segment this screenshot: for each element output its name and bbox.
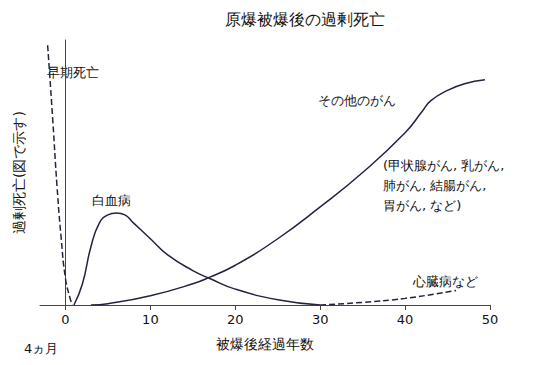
svg-text:早期死亡: 早期死亡	[47, 65, 99, 80]
svg-text:10: 10	[142, 312, 159, 327]
svg-text:原爆被爆後の過剰死亡: 原爆被爆後の過剰死亡	[225, 10, 385, 29]
svg-text:4ヵ月: 4ヵ月	[24, 341, 58, 356]
svg-text:0: 0	[61, 312, 69, 327]
svg-text:胃がん, など): 胃がん, など)	[383, 198, 461, 213]
svg-text:50: 50	[482, 312, 499, 327]
svg-text:肺がん, 結腸がん,: 肺がん, 結腸がん,	[383, 178, 486, 193]
svg-text:(甲状腺がん, 乳がん,: (甲状腺がん, 乳がん,	[383, 158, 504, 173]
svg-text:その他のがん: その他のがん	[318, 93, 396, 108]
svg-text:過剰死亡(図で示す): 過剰死亡(図で示す)	[11, 111, 27, 234]
svg-text:40: 40	[397, 312, 414, 327]
svg-text:被爆後経過年数: 被爆後経過年数	[216, 336, 314, 352]
svg-text:白血病: 白血病	[92, 193, 131, 208]
svg-text:20: 20	[227, 312, 244, 327]
svg-text:心臓病など: 心臓病など	[412, 274, 478, 289]
svg-text:30: 30	[312, 312, 329, 327]
